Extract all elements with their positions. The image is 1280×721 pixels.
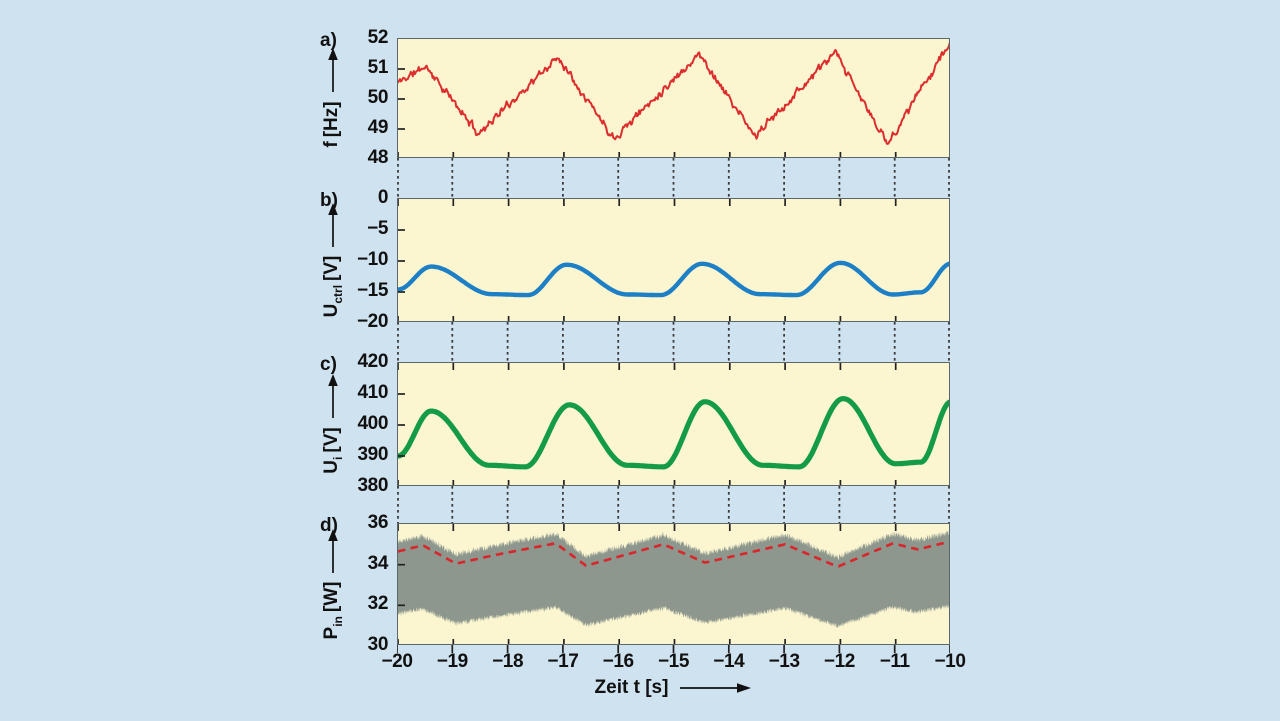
y-tick-label-c: 400: [357, 413, 388, 434]
x-axis-label: Zeit t [s]: [397, 677, 950, 699]
intermediate-voltage: [398, 395, 949, 470]
plot-panel-intermediate-voltage: [397, 362, 950, 486]
x-axis-outer-ticks: [397, 645, 950, 653]
y-tick-label-d: 34: [367, 552, 389, 574]
panel-c-letter: c): [320, 354, 337, 375]
y-tick-label-b: −5: [367, 218, 388, 239]
y-axis-label-control-voltage: Uctrl[V]: [318, 198, 352, 322]
gap-dashed-gridlines: [397, 486, 950, 523]
right-arrow-icon: [680, 683, 752, 693]
up-arrow-icon: [328, 528, 338, 573]
x-tick-label: −19: [436, 651, 468, 672]
x-tick-label: −16: [602, 651, 634, 672]
panel-d-plot: [398, 524, 949, 644]
plot-panel-frequency: [397, 38, 950, 158]
control-voltage: [398, 260, 949, 298]
x-axis-label-text: Zeit t [s]: [594, 677, 669, 698]
y-tick-label-a: 52: [367, 27, 389, 48]
panel-a-plot: [398, 42, 949, 157]
grid-frequency: [398, 42, 949, 145]
x-tick-label: −18: [492, 651, 524, 672]
y-axis-label-input-power: Pin[W]: [318, 523, 352, 645]
gap-dashed-gridlines: [397, 322, 950, 362]
input-power-band: [398, 529, 949, 629]
y-axis-label-frequency: f[Hz]: [318, 38, 352, 158]
plot-panel-input-power: [397, 523, 950, 645]
up-arrow-icon: [328, 48, 338, 93]
x-tick-label: −10: [934, 651, 966, 672]
y-tick-label-b: −20: [356, 311, 388, 332]
x-tick-label: −11: [879, 651, 910, 672]
panel-b-plot: [398, 199, 949, 321]
y-tick-label-d: 36: [367, 512, 389, 533]
panel-a-letter: a): [320, 30, 337, 51]
input-power-mean: [398, 540, 949, 568]
up-arrow-icon: [328, 374, 338, 419]
y-tick-label-c: 420: [357, 351, 388, 372]
y-tick-label-b: 0: [377, 187, 389, 208]
y-tick-label-a: 51: [367, 57, 389, 78]
gap-dashed-gridlines: [397, 158, 950, 198]
x-tick-label: −17: [547, 651, 579, 672]
y-tick-label-c: 380: [357, 475, 388, 496]
y-tick-label-a: 50: [367, 87, 389, 108]
y-tick-label-c: 390: [357, 444, 388, 465]
y-tick-label-a: 48: [367, 147, 389, 168]
y-tick-label-d: 32: [367, 593, 389, 615]
y-tick-label-c: 410: [357, 382, 388, 403]
x-tick-label: −20: [381, 651, 413, 672]
y-tick-label-b: −15: [356, 280, 388, 301]
x-tick-label: −14: [713, 651, 745, 672]
panel-c-plot: [398, 363, 949, 485]
y-tick-label-a: 49: [367, 117, 389, 138]
y-tick-label-b: −10: [356, 249, 388, 270]
up-arrow-icon: [328, 202, 338, 247]
y-axis-label-intermediate-voltage: Ui[V]: [318, 362, 352, 486]
y-tick-label-d: 30: [367, 634, 389, 655]
x-tick-label: −15: [657, 651, 690, 672]
plot-panel-control-voltage: [397, 198, 950, 322]
x-tick-label: −13: [768, 651, 800, 672]
x-tick-label: −12: [823, 651, 855, 672]
